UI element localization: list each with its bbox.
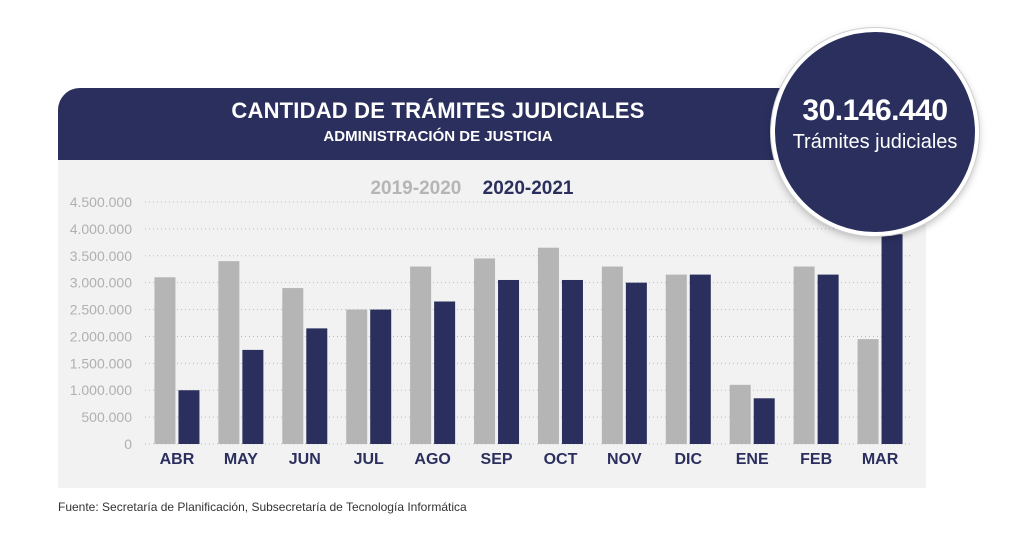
y-tick-label: 1.500.000 (70, 355, 132, 371)
x-tick-label: JUL (354, 451, 384, 468)
y-tick-label: 4.500.000 (70, 194, 132, 210)
bar-2019-2020-JUN (282, 288, 304, 444)
bar-2019-2020-ABR (154, 277, 176, 444)
y-tick-label: 3.000.000 (70, 275, 132, 291)
bar-2019-2020-AGO (410, 266, 432, 444)
total-number: 30.146.440 (802, 94, 948, 127)
x-tick-label: OCT (544, 451, 578, 468)
total-badge: 30.146.440 Trámites judiciales (771, 28, 979, 236)
bar-2019-2020-MAR (857, 339, 879, 444)
bar-2020-2021-SEP (498, 279, 520, 444)
chart-title: CANTIDAD DE TRÁMITES JUDICIALES (231, 98, 645, 123)
y-tick-label: 2.000.000 (70, 328, 132, 344)
bar-2019-2020-SEP (474, 258, 496, 444)
y-tick-label: 1.000.000 (70, 382, 132, 398)
bar-2020-2021-NOV (625, 282, 647, 444)
y-tick-label: 3.500.000 (70, 248, 132, 264)
bar-2020-2021-MAR (881, 234, 903, 444)
bar-2020-2021-JUN (306, 328, 328, 444)
x-tick-label: ABR (160, 451, 195, 468)
bar-2020-2021-DIC (689, 274, 711, 444)
legend-item-2019-2020: 2019-2020 (370, 178, 462, 199)
y-tick-label: 500.000 (81, 409, 132, 425)
chart-subtitle: ADMINISTRACIÓN DE JUSTICIA (323, 128, 553, 145)
x-tick-label: DIC (675, 451, 703, 468)
bar-2019-2020-NOV (601, 266, 623, 444)
source-note: Fuente: Secretaría de Planificación, Sub… (58, 500, 467, 514)
x-tick-label: SEP (481, 451, 513, 468)
bar-2019-2020-ENE (729, 384, 751, 444)
bar-2020-2021-MAY (242, 349, 264, 444)
bar-2019-2020-MAY (218, 261, 240, 444)
y-tick-label: 2.500.000 (70, 302, 132, 318)
legend-item-2020-2021: 2020-2021 (482, 178, 574, 199)
x-tick-label: NOV (607, 451, 642, 468)
bar-2020-2021-OCT (561, 279, 583, 444)
bar-2020-2021-JUL (370, 309, 392, 444)
x-tick-label: MAY (224, 451, 258, 468)
bar-2020-2021-ABR (178, 390, 200, 444)
bar-2020-2021-AGO (434, 301, 456, 444)
x-tick-label: AGO (414, 451, 450, 468)
bar-2019-2020-DIC (665, 274, 687, 444)
legend: 2019-2020 2020-2021 (0, 178, 944, 200)
y-tick-label: 4.000.000 (70, 221, 132, 237)
bar-2019-2020-OCT (537, 247, 559, 444)
bar-2020-2021-ENE (753, 398, 775, 444)
y-tick-label: 0 (124, 436, 132, 452)
bar-2019-2020-FEB (793, 266, 815, 444)
bar-2020-2021-FEB (817, 274, 839, 444)
x-tick-label: JUN (289, 451, 321, 468)
x-tick-label: MAR (862, 451, 899, 468)
total-label: Trámites judiciales (792, 131, 958, 153)
x-tick-label: FEB (800, 451, 832, 468)
x-tick-label: ENE (736, 451, 769, 468)
bar-2019-2020-JUL (346, 309, 368, 444)
